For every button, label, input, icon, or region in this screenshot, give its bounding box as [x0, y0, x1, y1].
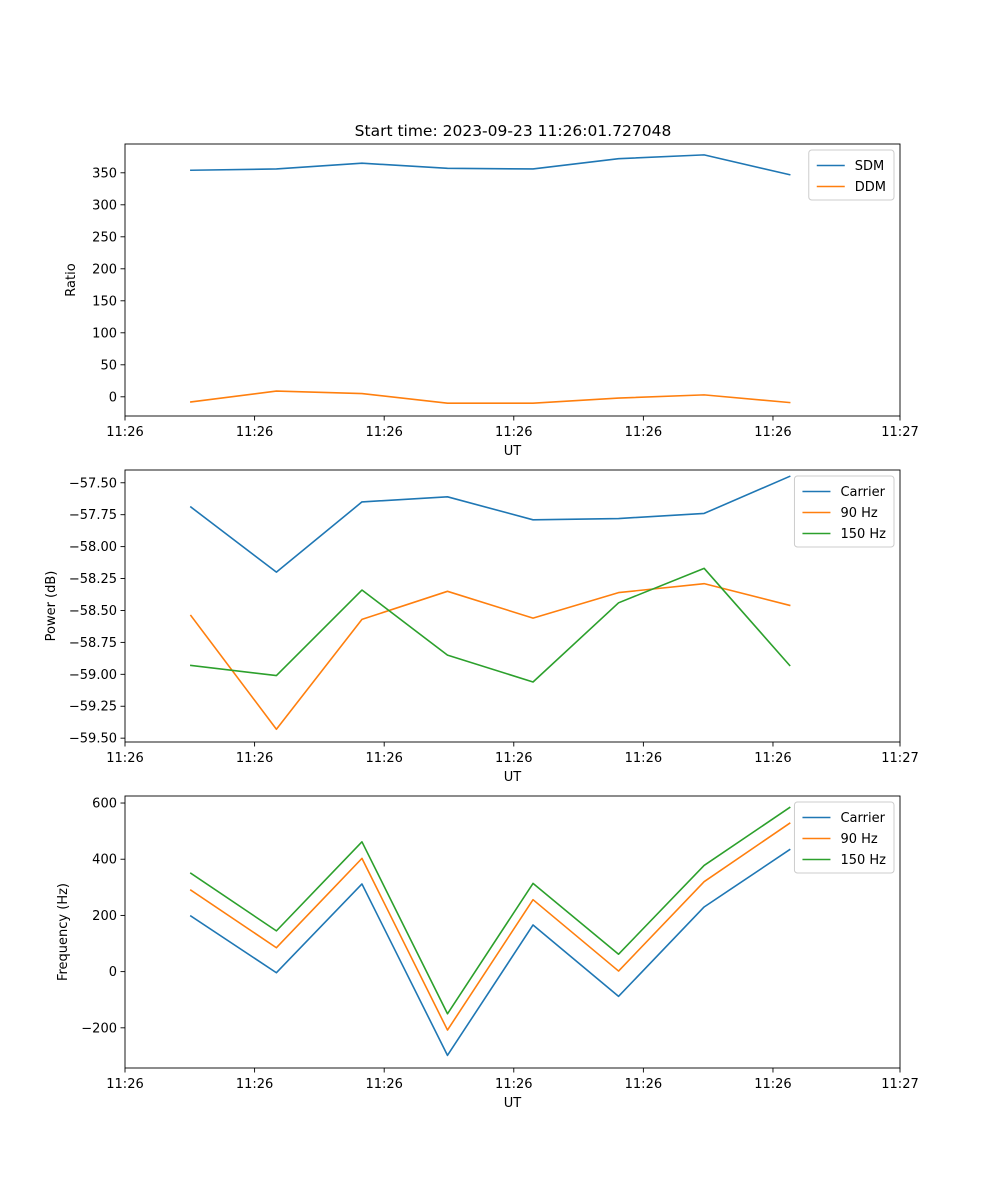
y-tick-label: 200	[92, 909, 117, 924]
legend-label: DDM	[855, 180, 886, 195]
legend-label: 90 Hz	[840, 506, 877, 521]
chart-panel-1: 11:26 11:26 11:26 11:26 11:26 11:26 11:27 0 50 10…	[64, 143, 919, 459]
x-tick-label: 11:27	[881, 751, 918, 766]
x-tick-label: 11:26	[754, 751, 791, 766]
y-tick-label: 200	[92, 262, 117, 277]
x-tick-label: 11:26	[754, 425, 791, 440]
legend-label: 150 Hz	[840, 527, 886, 542]
series-line-sdm	[190, 154, 791, 176]
axes-frame	[124, 469, 901, 743]
x-axis-label: UT	[504, 444, 522, 459]
x-tick-label: 11:26	[236, 751, 273, 766]
x-tick-label: 11:26	[365, 1077, 402, 1092]
legend-label: 90 Hz	[840, 832, 877, 847]
y-tick-label: −59.25	[69, 700, 117, 715]
y-axis-label: Ratio	[64, 263, 79, 296]
series-line-ddm	[189, 390, 791, 405]
legend-label: Carrier	[840, 485, 885, 500]
y-tick-label: 0	[109, 965, 117, 980]
x-tick-label: 11:27	[881, 425, 918, 440]
x-tick-label: 11:26	[236, 425, 273, 440]
x-tick-label: 11:26	[365, 425, 402, 440]
series-line-150-hz	[189, 567, 791, 683]
x-tick-label: 11:26	[495, 751, 532, 766]
x-tick-label: 11:26	[754, 1077, 791, 1092]
y-tick-label: 350	[92, 166, 117, 181]
x-tick-label: 11:26	[495, 1077, 532, 1092]
y-tick-label: 150	[92, 294, 117, 309]
legend-label: Carrier	[840, 811, 885, 826]
y-tick-label: −58.75	[69, 636, 117, 651]
x-tick-label: 11:27	[881, 1077, 918, 1092]
y-tick-label: 300	[92, 198, 117, 213]
chart-panel-2: 11:26 11:26 11:26 11:26 11:26 11:26 11:27 −59.5…	[44, 469, 919, 785]
legend-box	[793, 475, 895, 548]
y-tick-label: 250	[92, 230, 117, 245]
legend: Carrier 90 Hz 150 Hz	[793, 475, 895, 548]
chart-panel-3: 11:26 11:26 11:26 11:26 11:26 11:26 11:27 −200 0…	[56, 795, 919, 1111]
legend-label: 150 Hz	[840, 853, 886, 868]
y-tick-label: 0	[109, 390, 117, 405]
legend: Carrier 90 Hz 150 Hz	[793, 801, 895, 874]
series-line-150-hz	[189, 806, 791, 1015]
x-axis-label: UT	[504, 1096, 522, 1111]
y-tick-label: 100	[92, 326, 117, 341]
series-line-90-hz	[189, 582, 791, 731]
panels: 11:26 11:26 11:26 11:26 11:26 11:26 11:27 0 50 10…	[44, 143, 919, 1111]
legend-box	[793, 801, 895, 874]
y-tick-label: 400	[92, 853, 117, 868]
y-axis-label: Frequency (Hz)	[56, 883, 71, 981]
y-tick-label: 600	[92, 797, 117, 812]
axes-frame	[124, 143, 901, 417]
x-tick-label: 11:26	[625, 425, 662, 440]
y-tick-label: −200	[81, 1021, 117, 1036]
y-tick-label: −57.75	[69, 508, 117, 523]
figure-title: Start time: 2023-09-23 11:26:01.727048	[355, 122, 672, 140]
axes-frame	[124, 795, 901, 1069]
x-tick-label: 11:26	[625, 751, 662, 766]
x-tick-label: 11:26	[106, 751, 143, 766]
y-tick-label: −59.50	[69, 732, 117, 747]
legend: SDM DDM	[808, 149, 895, 201]
y-tick-label: −59.00	[69, 668, 117, 683]
y-tick-label: −58.25	[69, 572, 117, 587]
x-tick-label: 11:26	[625, 1077, 662, 1092]
y-tick-label: −57.50	[69, 476, 117, 491]
y-tick-label: 50	[100, 358, 117, 373]
x-tick-label: 11:26	[236, 1077, 273, 1092]
series-line-90-hz	[189, 822, 791, 1031]
series-line-carrier	[189, 475, 791, 573]
x-tick-label: 11:26	[495, 425, 532, 440]
series-line-carrier	[189, 848, 791, 1057]
legend-label: SDM	[855, 159, 884, 174]
x-tick-label: 11:26	[106, 425, 143, 440]
x-axis-label: UT	[504, 770, 522, 785]
x-tick-label: 11:26	[365, 751, 402, 766]
y-axis-label: Power (dB)	[44, 571, 59, 642]
y-tick-label: −58.00	[69, 540, 117, 555]
legend-box	[808, 149, 895, 201]
x-tick-label: 11:26	[106, 1077, 143, 1092]
y-tick-label: −58.50	[69, 604, 117, 619]
